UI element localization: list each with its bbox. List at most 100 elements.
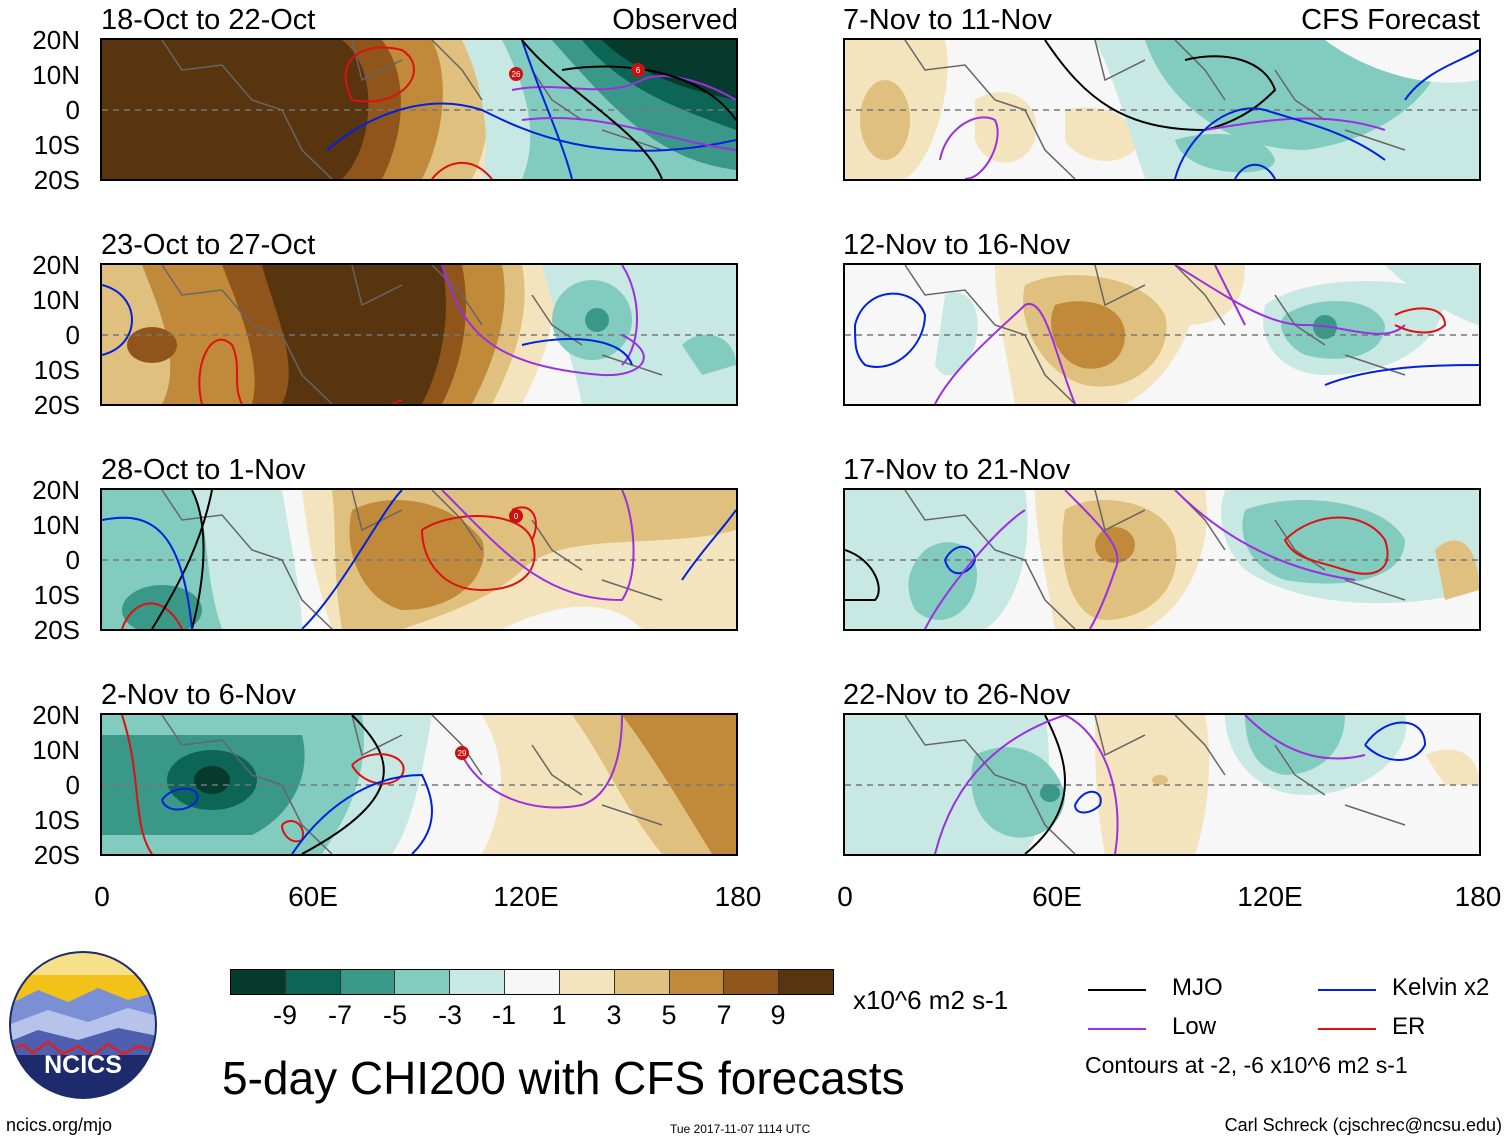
colorbar-swatch bbox=[724, 970, 780, 994]
lon-label: 120E bbox=[493, 881, 559, 912]
storm-marker-icon bbox=[509, 509, 523, 523]
lat-label: 20N bbox=[32, 700, 80, 730]
lat-label: 20N bbox=[32, 25, 80, 55]
lat-label: 0 bbox=[65, 770, 80, 800]
map-panel-2nov-6nov: 29 bbox=[100, 713, 738, 856]
lon-label: 180 bbox=[1454, 881, 1502, 912]
colorbar-swatch bbox=[340, 970, 396, 994]
map-panel-12nov-16nov bbox=[843, 263, 1481, 406]
storm-marker-icon bbox=[509, 67, 523, 81]
lat-label: 20S bbox=[33, 165, 80, 195]
lat-label: 20S bbox=[33, 840, 80, 870]
lat-label: 20N bbox=[32, 250, 80, 280]
ncics-logo: NCICS bbox=[8, 950, 158, 1100]
lat-label: 10S bbox=[33, 355, 80, 385]
ncics-logo-icon: NCICS bbox=[9, 951, 157, 1099]
colorbar bbox=[230, 969, 834, 995]
colorbar-tick-label: 1 bbox=[551, 1000, 567, 1030]
lon-label: 180 bbox=[714, 881, 762, 912]
lat-label: 0 bbox=[65, 545, 80, 575]
colorbar-tick-label: -1 bbox=[491, 1000, 517, 1030]
colorbar-tick-label: -3 bbox=[437, 1000, 463, 1030]
lat-label: 10S bbox=[33, 805, 80, 835]
storm-marker-icon bbox=[631, 63, 645, 77]
storm-marker-label: 0 bbox=[514, 512, 519, 521]
map-svg bbox=[102, 265, 736, 404]
colorbar-units: x10^6 m2 s-1 bbox=[853, 985, 1009, 1015]
storm-marker-label: 26 bbox=[512, 70, 521, 79]
panel-title-2: 23-Oct to 27-Oct bbox=[101, 229, 316, 261]
figure-title: 5-day CHI200 with CFS forecasts bbox=[222, 1052, 905, 1104]
legend-label-er: ER bbox=[1392, 1013, 1426, 1040]
colorbar-tick-label: 9 bbox=[770, 1000, 786, 1030]
lon-label: 120E bbox=[1237, 881, 1303, 912]
map-svg bbox=[845, 490, 1479, 629]
map-svg bbox=[845, 265, 1479, 404]
map-panel-17nov-21nov bbox=[843, 488, 1481, 631]
colorbar-tick-label: 5 bbox=[661, 1000, 677, 1030]
lon-label: 60E bbox=[1032, 881, 1082, 912]
observed-label: Observed bbox=[612, 4, 738, 36]
panel-title-1: 18-Oct to 22-Oct bbox=[101, 4, 316, 36]
colorbar-swatch bbox=[231, 970, 286, 994]
lon-label: 60E bbox=[288, 881, 338, 912]
legend-line-low bbox=[1088, 1028, 1146, 1030]
colorbar-tick-label: -9 bbox=[272, 1000, 298, 1030]
panel-title-6: 12-Nov to 16-Nov bbox=[843, 229, 1071, 261]
lat-label: 10N bbox=[32, 60, 80, 90]
lat-label: 0 bbox=[65, 320, 80, 350]
footer-author[interactable]: Carl Schreck (cjschrec@ncsu.edu) bbox=[1224, 1115, 1502, 1135]
legend-label-mjo: MJO bbox=[1172, 974, 1223, 1001]
storm-marker-icon bbox=[455, 746, 469, 760]
lat-label: 10S bbox=[33, 130, 80, 160]
map-svg: 26 6 bbox=[102, 40, 736, 179]
footer-url[interactable]: ncics.org/mjo bbox=[6, 1115, 113, 1135]
lon-label: 0 bbox=[837, 881, 853, 912]
lat-label: 10N bbox=[32, 510, 80, 540]
panel-title-3: 28-Oct to 1-Nov bbox=[101, 454, 306, 486]
lat-label: 20S bbox=[33, 615, 80, 645]
colorbar-swatch bbox=[505, 970, 560, 994]
lon-label: 0 bbox=[94, 881, 110, 912]
footer-timestamp: Tue 2017-11-07 1114 UTC bbox=[670, 1122, 811, 1136]
legend-line-er bbox=[1318, 1028, 1376, 1030]
map-panel-23oct-27oct bbox=[100, 263, 738, 406]
colorbar-tick-label: -5 bbox=[382, 1000, 408, 1030]
panel-title-7: 17-Nov to 21-Nov bbox=[843, 454, 1071, 486]
panel-title-8: 22-Nov to 26-Nov bbox=[843, 679, 1071, 711]
legend-label-kelvin: Kelvin x2 bbox=[1392, 974, 1490, 1001]
lat-label: 10N bbox=[32, 285, 80, 315]
map-svg bbox=[845, 715, 1479, 854]
storm-marker-label: 29 bbox=[458, 749, 467, 758]
lat-label: 0 bbox=[65, 95, 80, 125]
panel-title-5: 7-Nov to 11-Nov bbox=[843, 4, 1052, 36]
legend-label-low: Low bbox=[1172, 1013, 1217, 1040]
lat-label: 10S bbox=[33, 580, 80, 610]
map-svg: 0 bbox=[102, 490, 736, 629]
colorbar-tick-label: -7 bbox=[327, 1000, 353, 1030]
contours-note: Contours at -2, -6 x10^6 m2 s-1 bbox=[1085, 1052, 1408, 1078]
logo-text: NCICS bbox=[44, 1051, 122, 1079]
colorbar-swatch bbox=[395, 970, 451, 994]
colorbar-swatch bbox=[669, 970, 725, 994]
colorbar-swatch bbox=[559, 970, 615, 994]
panel-title-4: 2-Nov to 6-Nov bbox=[101, 679, 297, 711]
lat-label: 20N bbox=[32, 475, 80, 505]
map-panel-22nov-26nov bbox=[843, 713, 1481, 856]
colorbar-swatch bbox=[779, 970, 833, 994]
colorbar-tick-label: 7 bbox=[716, 1000, 732, 1030]
legend-line-mjo bbox=[1088, 989, 1146, 991]
colorbar-tick-label: 3 bbox=[606, 1000, 622, 1030]
map-svg: 29 bbox=[102, 715, 736, 854]
legend-line-kelvin bbox=[1318, 989, 1376, 991]
map-panel-18oct-22oct: 26 6 bbox=[100, 38, 738, 181]
map-panel-7nov-11nov bbox=[843, 38, 1481, 181]
lat-label: 20S bbox=[33, 390, 80, 420]
forecast-label: CFS Forecast bbox=[1301, 4, 1480, 36]
colorbar-swatch bbox=[285, 970, 341, 994]
lat-label: 10N bbox=[32, 735, 80, 765]
map-svg bbox=[845, 40, 1479, 179]
colorbar-swatch bbox=[450, 970, 506, 994]
map-panel-28oct-1nov: 0 bbox=[100, 488, 738, 631]
colorbar-swatch bbox=[614, 970, 670, 994]
